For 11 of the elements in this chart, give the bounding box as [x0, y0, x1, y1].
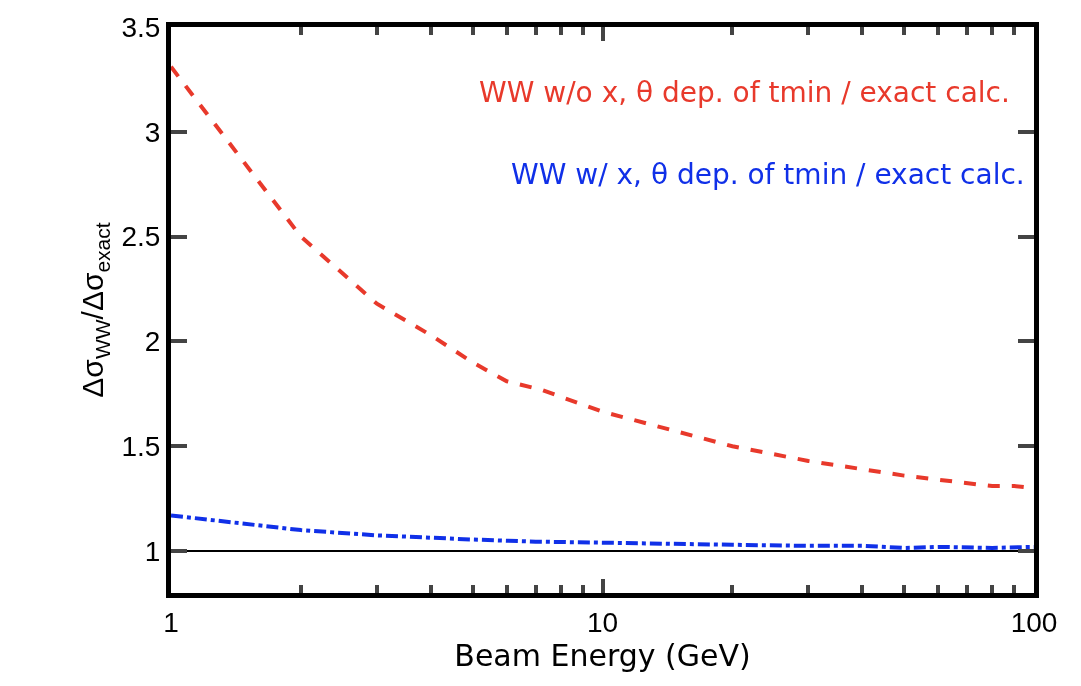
text: WW w/ x, θ dep. of tmin / exact calc. [511, 158, 1025, 191]
y-tick-label: 3 [144, 116, 161, 148]
y-tick-label: 1 [144, 535, 161, 567]
x-axis-title: Beam Energy (GeV) [454, 637, 751, 673]
x-tick-label: 10 [586, 606, 619, 638]
y-tick-label: 2 [144, 326, 161, 358]
text: WW w/o x, θ dep. of tmin / exact calc. [479, 76, 1010, 109]
y-tick-label: 1.5 [121, 431, 161, 463]
y-tick-label: 3.5 [121, 11, 161, 43]
x-tick-label: 100 [1010, 606, 1058, 638]
y-tick-label: 2.5 [121, 221, 161, 253]
